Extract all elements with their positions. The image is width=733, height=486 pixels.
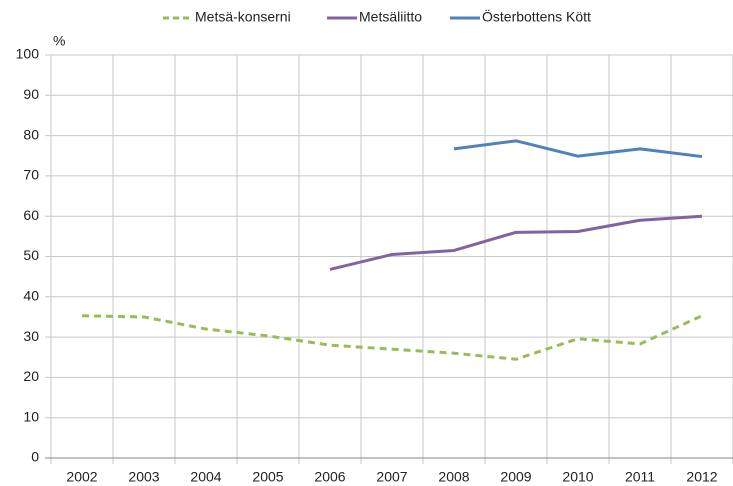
y-tick-label: 90	[23, 86, 39, 102]
series-line	[329, 214, 703, 271]
series-line	[453, 139, 703, 159]
y-tick-label: 80	[23, 126, 39, 142]
legend-label: Metsä-konserni	[195, 9, 291, 25]
x-tick-label: 2008	[438, 469, 469, 485]
legend-label: Metsäliitto	[359, 9, 422, 25]
x-tick-label: 2006	[314, 469, 345, 485]
y-tick-label: 20	[23, 368, 39, 384]
x-tick-label: 2007	[376, 469, 407, 485]
y-tick-label: 40	[23, 288, 39, 304]
x-tick-label: 2005	[252, 469, 283, 485]
y-tick-label: 50	[23, 247, 39, 263]
x-tick-label: 2012	[686, 469, 717, 485]
x-tick-label: 2011	[625, 469, 655, 485]
x-tick-label: 2002	[66, 469, 97, 485]
legend-label: Österbottens Kött	[482, 8, 591, 25]
y-tick-label: 0	[31, 449, 39, 465]
y-tick-label: 60	[23, 207, 39, 223]
x-tick-label: 2010	[562, 469, 593, 485]
x-tick-label: 2003	[128, 469, 159, 485]
y-tick-label: 10	[23, 408, 39, 424]
x-tick-label: 2009	[500, 469, 531, 485]
y-axis-label: %	[53, 33, 65, 49]
x-tick-label: 2004	[190, 469, 221, 485]
y-tick-label: 100	[16, 46, 40, 62]
y-tick-label: 70	[23, 167, 39, 183]
y-tick-label: 30	[23, 328, 39, 344]
series-line	[81, 314, 703, 361]
